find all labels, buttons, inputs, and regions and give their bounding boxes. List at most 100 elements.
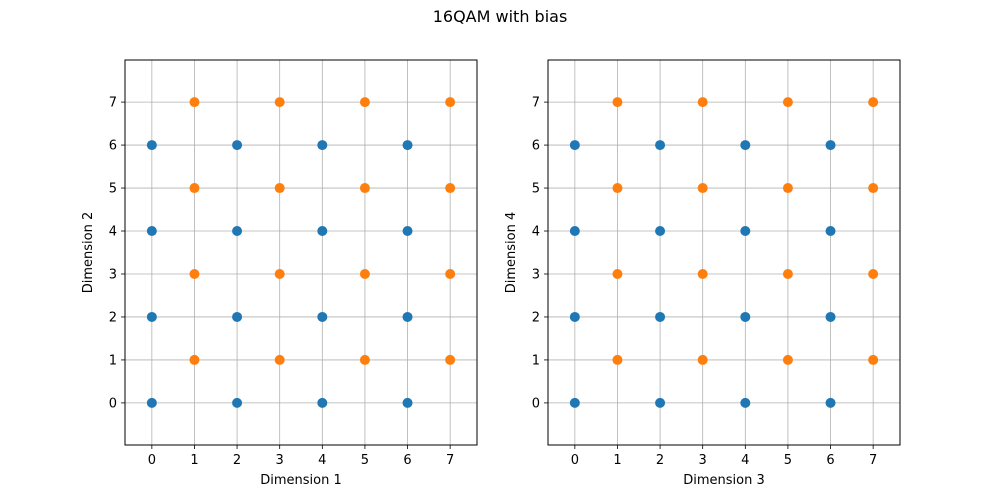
scatter-point-series-odd-11 [359,97,370,108]
scatter-point-series-odd-5 [697,268,708,279]
scatter-point-series-even-4 [232,397,243,408]
scatter-point-series-even-12 [825,397,836,408]
scatter-point-series-odd-15 [868,97,879,108]
scatter-point-series-odd-5 [274,268,285,279]
y-tick-label-1: 1 [109,353,117,368]
scatter-point-series-odd-13 [868,268,879,279]
x-tick-label-7: 7 [446,453,454,468]
scatter-point-series-odd-0 [189,354,200,365]
scatter-point-series-even-4 [655,397,666,408]
scatter-point-series-odd-4 [697,354,708,365]
scatter-point-series-even-2 [146,226,157,237]
subplot-right: 0 1 2 3 4 5 6 7 0 1 2 3 4 5 6 7 Dimension 3 Dimension 4 [504,59,901,488]
scatter-point-series-even-13 [825,311,836,322]
y-tick-label-1: 1 [532,353,540,368]
y-tick-label-0: 0 [109,396,117,411]
y-axis-label: Dimension 4 [504,212,519,294]
x-tick-label-4: 4 [318,453,326,468]
scatter-point-series-odd-1 [189,268,200,279]
scatter-point-series-odd-4 [274,354,285,365]
scatter-point-series-odd-14 [445,183,456,194]
y-tick-label-0: 0 [532,396,540,411]
scatter-point-series-even-10 [740,226,751,237]
y-tick-label-5: 5 [532,182,540,197]
scatter-point-series-even-9 [317,311,328,322]
y-tick-label-3: 3 [532,267,540,282]
axes-frame [547,59,901,446]
scatter-point-series-odd-6 [274,183,285,194]
scatter-point-series-even-3 [569,140,580,151]
axes-frame [124,59,478,446]
scatter-point-series-even-15 [825,140,836,151]
scatter-point-series-odd-9 [359,268,370,279]
figure-title: 16QAM with bias [433,7,568,26]
y-tick-label-6: 6 [109,139,117,154]
scatter-point-series-even-11 [317,140,328,151]
scatter-point-series-even-1 [569,311,580,322]
scatter-point-series-even-11 [740,140,751,151]
scatter-point-series-even-13 [402,311,413,322]
scatter-point-series-odd-7 [274,97,285,108]
y-tick-label-6: 6 [532,139,540,154]
scatter-point-series-odd-2 [189,183,200,194]
y-tick-label-2: 2 [109,310,117,325]
scatter-point-series-odd-8 [782,354,793,365]
scatter-point-series-odd-2 [612,183,623,194]
scatter-point-series-odd-3 [612,97,623,108]
scatter-point-series-even-15 [402,140,413,151]
y-tick-label-7: 7 [109,96,117,111]
scatter-point-series-odd-8 [359,354,370,365]
scatter-point-series-odd-10 [782,183,793,194]
x-tick-label-3: 3 [276,453,284,468]
scatter-point-series-odd-14 [868,183,879,194]
x-tick-label-4: 4 [741,453,749,468]
scatter-point-series-even-8 [317,397,328,408]
scatter-point-series-odd-15 [445,97,456,108]
subplot-left: 0 1 2 3 4 5 6 7 0 1 2 3 4 5 6 7 Dimension 1 Dimension 2 [81,59,478,488]
scatter-point-series-odd-12 [868,354,879,365]
scatter-point-series-odd-9 [782,268,793,279]
y-tick-label-4: 4 [532,225,540,240]
scatter-point-series-even-1 [146,311,157,322]
x-tick-label-3: 3 [699,453,707,468]
scatter-point-series-even-0 [569,397,580,408]
scatter-point-series-even-9 [740,311,751,322]
scatter-point-series-even-3 [146,140,157,151]
x-tick-label-6: 6 [826,453,834,468]
x-tick-label-1: 1 [190,453,198,468]
x-tick-label-5: 5 [784,453,792,468]
scatter-point-series-even-5 [655,311,666,322]
y-axis-label: Dimension 2 [81,212,96,294]
scatter-point-series-even-0 [146,397,157,408]
x-axis-label: Dimension 1 [260,473,342,488]
scatter-point-series-even-12 [402,397,413,408]
scatter-point-series-odd-3 [189,97,200,108]
scatter-point-series-odd-0 [612,354,623,365]
scatter-point-series-even-6 [232,226,243,237]
scatter-point-series-odd-13 [445,268,456,279]
x-tick-label-6: 6 [403,453,411,468]
x-tick-label-2: 2 [233,453,241,468]
scatter-point-series-even-2 [569,226,580,237]
x-tick-label-0: 0 [148,453,156,468]
x-tick-label-1: 1 [613,453,621,468]
x-axis-label: Dimension 3 [683,473,765,488]
scatter-point-series-even-5 [232,311,243,322]
scatter-point-series-even-14 [402,226,413,237]
scatter-point-series-even-6 [655,226,666,237]
x-tick-label-7: 7 [869,453,877,468]
y-tick-label-5: 5 [109,182,117,197]
x-tick-label-5: 5 [361,453,369,468]
scatter-point-series-even-14 [825,226,836,237]
scatter-point-series-even-8 [740,397,751,408]
y-tick-label-2: 2 [532,310,540,325]
scatter-point-series-odd-12 [445,354,456,365]
scatter-point-series-even-10 [317,226,328,237]
y-tick-label-3: 3 [109,267,117,282]
y-tick-label-7: 7 [532,96,540,111]
x-tick-label-0: 0 [571,453,579,468]
scatter-point-series-odd-7 [697,97,708,108]
scatter-point-series-odd-1 [612,268,623,279]
